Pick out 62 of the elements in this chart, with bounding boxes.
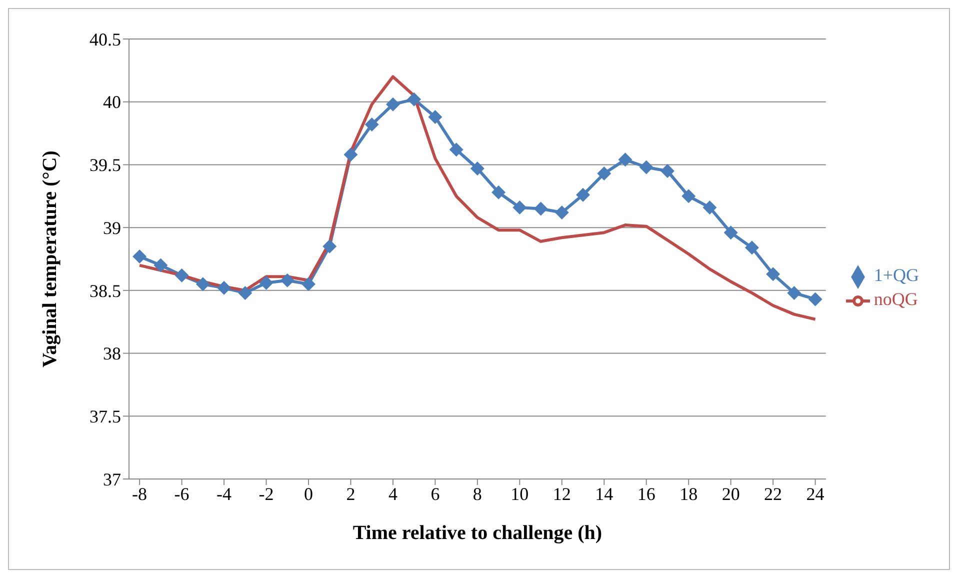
x-tick-label: 16 — [637, 484, 656, 504]
point — [238, 286, 252, 300]
x-tick-label: 8 — [472, 484, 482, 504]
x-tick-label: 0 — [304, 484, 313, 504]
point — [364, 117, 379, 132]
point — [512, 200, 527, 214]
point — [217, 280, 232, 295]
y-tick-label: 38 — [103, 344, 121, 364]
x-tick-label: 12 — [552, 484, 571, 504]
point — [344, 148, 358, 162]
legend-label: noQG — [874, 289, 918, 310]
x-tick-label: 24 — [806, 484, 824, 504]
point — [322, 239, 337, 254]
x-tick-label: 10 — [510, 484, 529, 504]
point — [702, 200, 717, 214]
point — [492, 185, 506, 200]
point — [639, 160, 654, 174]
point — [682, 189, 696, 204]
point — [428, 110, 442, 124]
x-tick-label: -8 — [132, 484, 148, 504]
point — [386, 97, 400, 112]
legend-label: 1+QG — [874, 265, 919, 286]
point — [154, 258, 168, 272]
x-tick-label: 14 — [595, 484, 614, 504]
point — [766, 267, 780, 282]
point — [744, 240, 759, 255]
y-tick-label: 39 — [103, 218, 121, 238]
y-axis-title: Vaginal temperature (°C) — [39, 150, 62, 368]
point — [534, 202, 548, 216]
y-tick-label: 40.5 — [90, 29, 121, 50]
point — [724, 226, 738, 240]
point — [259, 276, 274, 290]
point — [174, 268, 189, 282]
point — [787, 286, 802, 300]
point — [196, 277, 210, 292]
point — [618, 152, 632, 167]
point — [407, 92, 422, 106]
x-tick-label: 6 — [430, 484, 440, 504]
x-tick-label: 22 — [764, 484, 782, 504]
x-tick-label: -6 — [174, 484, 190, 504]
y-tick-label: 39.5 — [90, 155, 121, 176]
x-tick-label: -2 — [258, 484, 274, 504]
x-tick-label: 4 — [388, 484, 398, 504]
x-axis-title: Time relative to challenge (h) — [352, 522, 602, 544]
point — [597, 166, 612, 181]
y-tick-label: 37.5 — [90, 406, 121, 427]
x-tick-label: 20 — [722, 484, 740, 504]
point — [280, 273, 294, 288]
x-tick-label: 2 — [346, 484, 356, 504]
point — [554, 205, 569, 220]
point — [470, 161, 484, 176]
y-tick-label: 40 — [103, 92, 121, 112]
x-tick-label: -4 — [216, 484, 232, 504]
y-tick-label: 37 — [103, 469, 121, 490]
point — [576, 188, 590, 202]
point — [449, 142, 464, 157]
x-tick-label: 18 — [680, 484, 698, 504]
point — [132, 249, 147, 264]
point — [808, 292, 822, 306]
y-tick-label: 38.5 — [90, 280, 121, 301]
point — [660, 164, 674, 178]
point — [301, 277, 316, 292]
